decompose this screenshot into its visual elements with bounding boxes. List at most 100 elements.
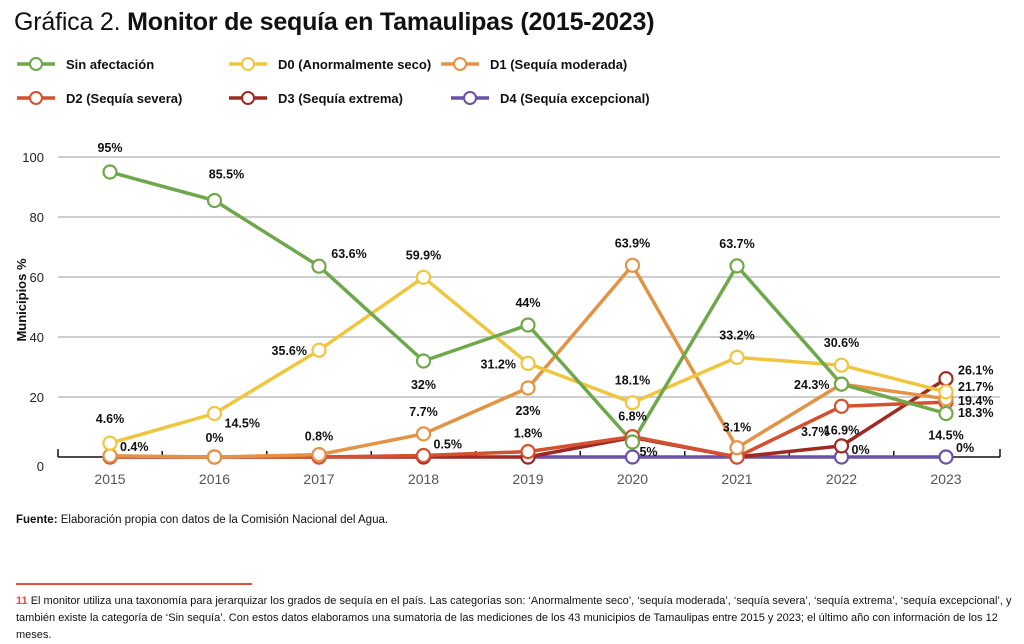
legend-item: D4 (Sequía excepcional): [450, 90, 650, 106]
data-label: 0.8%: [305, 430, 334, 444]
data-label: 30.6%: [824, 336, 859, 350]
data-label: 5%: [639, 445, 657, 459]
chart-title-lead: Gráfica 2.: [14, 8, 121, 36]
data-point: [938, 384, 954, 400]
x-tick-label: 2020: [617, 471, 648, 487]
x-tick-label: 2023: [930, 471, 961, 487]
footnote-text: El monitor utiliza una taxonomía para je…: [16, 595, 1012, 641]
legend-label: D1 (Sequía moderada): [490, 56, 628, 72]
legend-swatch-icon: [229, 57, 267, 71]
data-label: 44%: [515, 296, 540, 310]
legend-item: Sin afectación: [16, 56, 154, 72]
data-point: [102, 164, 118, 180]
data-label: 4.6%: [96, 412, 125, 426]
legend-item: D2 (Sequía severa): [16, 90, 182, 106]
data-point: [415, 353, 432, 369]
data-label: 59.9%: [406, 248, 441, 262]
y-tick-label: 40: [30, 330, 44, 345]
data-label: 85.5%: [209, 168, 244, 182]
data-point: [729, 258, 745, 274]
legend-label: D4 (Sequía excepcional): [500, 90, 650, 106]
x-tick-label: 2022: [826, 471, 857, 487]
data-label: 0.4%: [120, 440, 149, 454]
data-label: 32%: [411, 378, 436, 392]
data-point: [415, 426, 432, 442]
y-tick-label: 80: [30, 210, 44, 225]
data-point: [311, 258, 327, 274]
data-label: 31.2%: [481, 357, 516, 371]
legend-swatch-icon: [229, 91, 267, 105]
data-point: [624, 449, 641, 465]
data-point: [415, 447, 432, 464]
data-label: 26.1%: [958, 364, 993, 378]
data-label: 95%: [97, 141, 122, 155]
data-point: [938, 371, 954, 387]
data-point: [311, 447, 327, 463]
y-tick-label: 60: [30, 270, 44, 285]
data-label: 1.8%: [514, 427, 543, 441]
data-label: 18.1%: [615, 374, 650, 388]
data-label: 63.7%: [719, 237, 754, 251]
legend-swatch-icon: [17, 91, 55, 105]
data-label: 18.3%: [958, 406, 993, 420]
data-label: 14.5%: [225, 417, 260, 431]
footnote: 11 El monitor utiliza una taxonomía para…: [16, 593, 1016, 644]
chart-title-main: Monitor de sequía en Tamaulipas (2015-20…: [127, 8, 655, 36]
x-tick-label: 2016: [199, 471, 230, 487]
data-point: [520, 317, 536, 333]
data-label: 33.2%: [719, 328, 754, 342]
data-point: [833, 438, 850, 454]
data-point: [102, 435, 118, 451]
data-label: 3.1%: [723, 421, 752, 435]
source-label: Fuente:: [16, 514, 58, 526]
legend-item: D0 (Anormalmente seco): [228, 56, 431, 72]
data-point: [938, 449, 954, 465]
legend-item: D1 (Sequía moderada): [440, 56, 627, 72]
data-point: [624, 257, 641, 273]
data-point: [729, 349, 745, 365]
data-point: [624, 395, 641, 411]
data-point: [833, 357, 850, 373]
y-axis-label: Municipios %: [14, 258, 29, 342]
legend-label: Sin afectación: [66, 56, 155, 72]
x-tick-label: 2018: [408, 471, 439, 487]
x-tick-label: 2019: [512, 471, 543, 487]
x-tick-label: 2015: [94, 471, 125, 487]
legend-swatch-icon: [451, 91, 489, 105]
data-label: 14.5%: [928, 429, 963, 443]
data-label: 7.7%: [409, 405, 438, 419]
data-point: [415, 269, 432, 285]
source-note: Fuente: Elaboración propia con datos de …: [16, 514, 388, 526]
legend-label: D2 (Sequía severa): [66, 90, 183, 106]
legend-item: D3 (Sequía extrema): [228, 90, 403, 106]
data-point: [624, 434, 641, 450]
legend-swatch-icon: [441, 57, 479, 71]
data-point: [729, 440, 745, 456]
data-label: 23%: [515, 404, 540, 418]
source-text: Elaboración propia con datos de la Comis…: [60, 514, 389, 526]
data-label: 63.6%: [331, 247, 366, 261]
data-label: 0%: [205, 431, 223, 445]
line-chart: 0 20 40 60 80 100 2015 2016 2017 2018 2019 2020 2021…: [14, 141, 1001, 487]
data-point: [102, 448, 118, 464]
footnote-number: 11: [16, 595, 28, 607]
y-tick-label: 100: [22, 150, 44, 165]
data-point: [520, 444, 536, 460]
data-label: 35.6%: [272, 344, 307, 358]
y-tick-label: 20: [30, 390, 44, 405]
data-label: 63.9%: [615, 236, 650, 250]
data-label: 3.7%: [801, 425, 830, 439]
footnote-divider: [16, 583, 252, 585]
data-point: [206, 449, 223, 465]
data-label: 0.5%: [434, 438, 463, 452]
data-point: [833, 376, 850, 392]
legend-label: D0 (Anormalmente seco): [278, 56, 432, 72]
data-point: [206, 192, 223, 209]
data-point: [938, 405, 954, 422]
data-label: 6.8%: [618, 410, 647, 424]
data-point: [520, 380, 536, 396]
data-label: 16.9%: [824, 423, 859, 437]
data-point: [833, 398, 850, 414]
data-label: 0%: [852, 443, 870, 457]
x-tick-label: 2021: [721, 471, 752, 487]
